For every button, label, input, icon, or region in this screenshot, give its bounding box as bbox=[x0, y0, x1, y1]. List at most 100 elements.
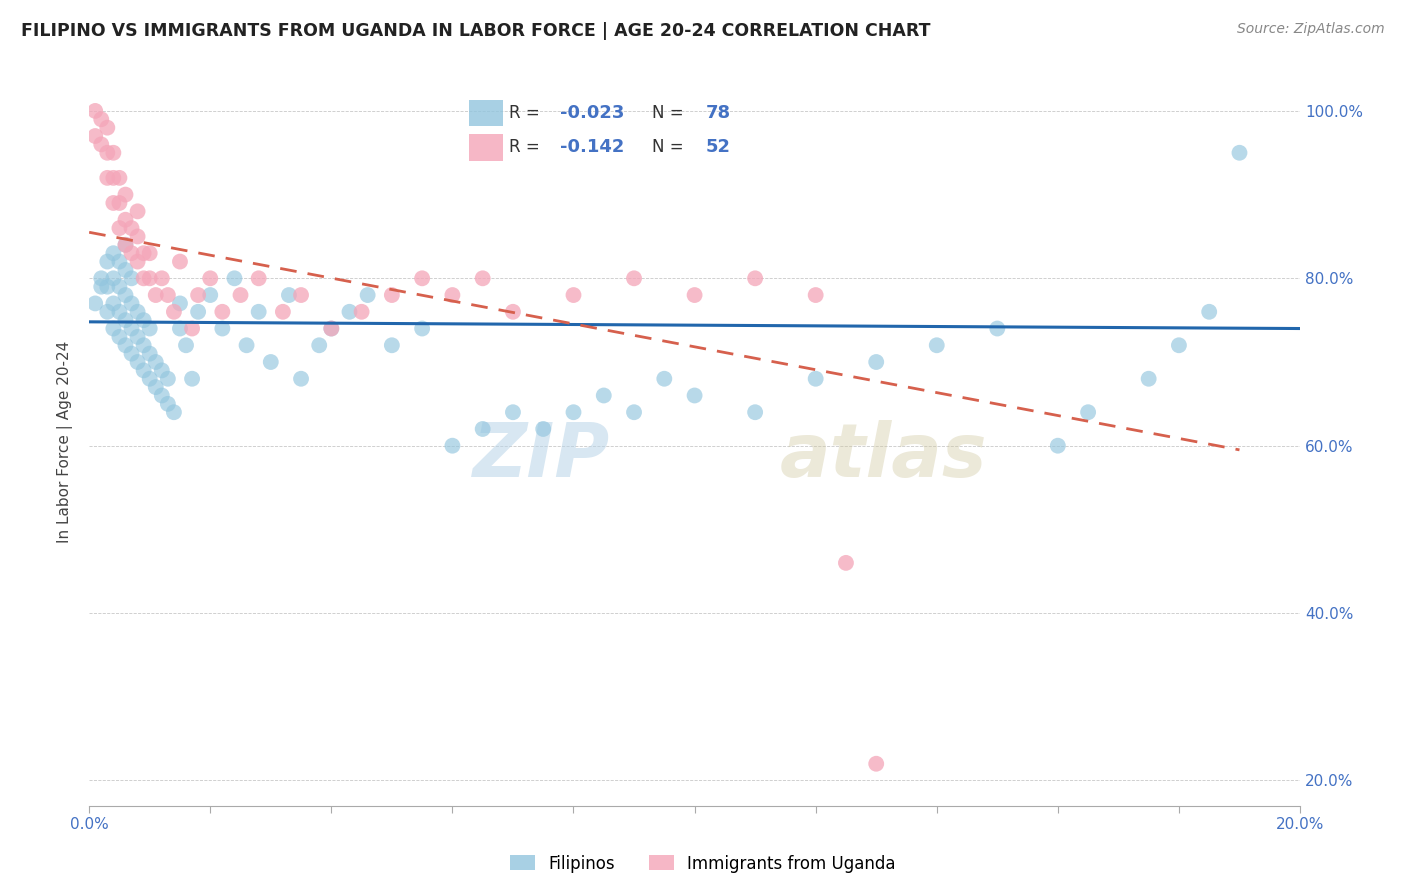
Point bbox=[181, 372, 204, 386]
Point bbox=[308, 338, 330, 352]
Point bbox=[96, 254, 118, 268]
Point bbox=[744, 271, 766, 285]
Point bbox=[865, 756, 887, 771]
Point bbox=[502, 405, 524, 419]
Point bbox=[356, 288, 378, 302]
Point bbox=[321, 321, 343, 335]
Point bbox=[156, 288, 179, 302]
Point bbox=[96, 145, 118, 160]
Point bbox=[132, 271, 155, 285]
Point bbox=[108, 221, 131, 235]
Point bbox=[127, 254, 149, 268]
Point bbox=[114, 313, 136, 327]
Point bbox=[1229, 145, 1251, 160]
Point bbox=[90, 279, 112, 293]
Point bbox=[562, 405, 585, 419]
Point bbox=[84, 128, 107, 143]
Point bbox=[411, 321, 433, 335]
Point bbox=[132, 313, 155, 327]
Point bbox=[271, 305, 294, 319]
Point bbox=[441, 439, 464, 453]
Point bbox=[90, 112, 112, 127]
Point bbox=[108, 254, 131, 268]
Point bbox=[278, 288, 301, 302]
Point bbox=[187, 305, 209, 319]
Point bbox=[108, 330, 131, 344]
Point bbox=[174, 338, 197, 352]
Point bbox=[84, 103, 107, 118]
Point bbox=[321, 321, 343, 335]
Text: Source: ZipAtlas.com: Source: ZipAtlas.com bbox=[1237, 22, 1385, 37]
Point bbox=[138, 321, 160, 335]
Point bbox=[132, 338, 155, 352]
Point bbox=[235, 338, 257, 352]
Point bbox=[103, 170, 125, 185]
Text: FILIPINO VS IMMIGRANTS FROM UGANDA IN LABOR FORCE | AGE 20-24 CORRELATION CHART: FILIPINO VS IMMIGRANTS FROM UGANDA IN LA… bbox=[21, 22, 931, 40]
Point bbox=[169, 321, 191, 335]
Point bbox=[562, 288, 585, 302]
Point bbox=[229, 288, 252, 302]
Point bbox=[138, 246, 160, 260]
Point bbox=[835, 556, 858, 570]
Point bbox=[804, 288, 827, 302]
Point bbox=[90, 137, 112, 152]
Point bbox=[108, 170, 131, 185]
Point bbox=[103, 321, 125, 335]
Point bbox=[127, 305, 149, 319]
Point bbox=[145, 288, 167, 302]
Point bbox=[623, 271, 645, 285]
Text: atlas: atlas bbox=[779, 419, 987, 492]
Point bbox=[865, 355, 887, 369]
Point bbox=[150, 271, 173, 285]
Point bbox=[350, 305, 373, 319]
Point bbox=[652, 372, 675, 386]
Point bbox=[150, 363, 173, 377]
Point bbox=[90, 271, 112, 285]
Point bbox=[127, 204, 149, 219]
Point bbox=[121, 221, 143, 235]
Point bbox=[683, 288, 706, 302]
Point bbox=[96, 279, 118, 293]
Point bbox=[145, 380, 167, 394]
Text: ZIP: ZIP bbox=[472, 419, 610, 492]
Point bbox=[114, 338, 136, 352]
Point bbox=[150, 388, 173, 402]
Point bbox=[103, 145, 125, 160]
Point bbox=[986, 321, 1008, 335]
Legend: Filipinos, Immigrants from Uganda: Filipinos, Immigrants from Uganda bbox=[503, 848, 903, 880]
Point bbox=[121, 246, 143, 260]
Point bbox=[127, 229, 149, 244]
Point bbox=[163, 305, 186, 319]
Point bbox=[108, 279, 131, 293]
Point bbox=[247, 305, 270, 319]
Point bbox=[247, 271, 270, 285]
Point bbox=[531, 422, 554, 436]
Point bbox=[114, 288, 136, 302]
Point bbox=[502, 305, 524, 319]
Point bbox=[96, 305, 118, 319]
Point bbox=[804, 372, 827, 386]
Point bbox=[108, 305, 131, 319]
Y-axis label: In Labor Force | Age 20-24: In Labor Force | Age 20-24 bbox=[58, 341, 73, 542]
Point bbox=[114, 237, 136, 252]
Point bbox=[339, 305, 361, 319]
Point bbox=[96, 120, 118, 135]
Point bbox=[84, 296, 107, 310]
Point bbox=[127, 355, 149, 369]
Point bbox=[114, 237, 136, 252]
Point bbox=[683, 388, 706, 402]
Point bbox=[156, 397, 179, 411]
Point bbox=[181, 321, 204, 335]
Point bbox=[114, 263, 136, 277]
Point bbox=[211, 321, 233, 335]
Point bbox=[411, 271, 433, 285]
Point bbox=[169, 254, 191, 268]
Point bbox=[103, 271, 125, 285]
Point bbox=[260, 355, 283, 369]
Point bbox=[381, 338, 404, 352]
Point bbox=[127, 330, 149, 344]
Point bbox=[138, 346, 160, 360]
Point bbox=[121, 346, 143, 360]
Point bbox=[290, 288, 312, 302]
Point bbox=[1168, 338, 1191, 352]
